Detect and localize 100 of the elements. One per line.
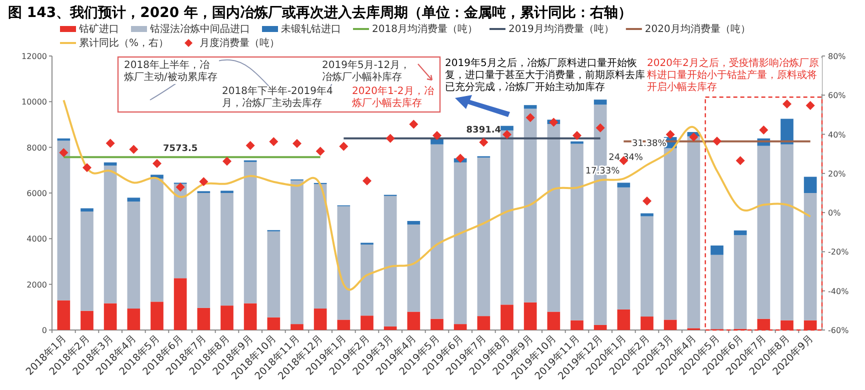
bar — [197, 193, 210, 308]
annotation: 2020年1-2月，冶炼厂小幅去库存 — [352, 86, 436, 110]
y2-tick-label: 0% — [828, 208, 842, 218]
bar — [687, 136, 700, 328]
bar — [500, 126, 514, 130]
bar — [150, 178, 164, 302]
annotation: 2020年2月之后，受疫情影响冶炼厂原料进口量开始小于钴盐产量，原料或将开启小幅去库存 — [647, 58, 822, 94]
bar — [127, 198, 140, 202]
bar — [80, 208, 94, 212]
y-tick-label: 8000 — [26, 143, 47, 152]
y2-tick-label: 60% — [828, 91, 846, 100]
point — [642, 196, 652, 206]
bar — [244, 162, 257, 304]
bar — [127, 202, 140, 309]
bar — [267, 317, 280, 330]
bar — [360, 244, 374, 316]
point — [386, 134, 395, 143]
point — [759, 125, 768, 134]
bar — [547, 124, 560, 312]
bar — [477, 158, 490, 316]
point — [82, 163, 92, 172]
y2-tick-label: -60% — [828, 326, 850, 335]
bar — [524, 105, 537, 109]
bar — [314, 308, 327, 330]
point — [806, 101, 815, 110]
bar — [407, 224, 420, 312]
bar — [804, 176, 817, 193]
bar — [757, 318, 770, 330]
y-tick-label: 0 — [42, 326, 47, 335]
bar — [290, 180, 304, 324]
point — [152, 159, 162, 168]
bar — [454, 324, 467, 330]
y2-tick-label: 40% — [828, 130, 846, 140]
point — [782, 99, 792, 108]
bar — [664, 148, 677, 320]
bar — [104, 303, 117, 330]
y2-tick-label: -20% — [828, 248, 850, 257]
bar — [804, 320, 817, 330]
data-label: 24.34% — [608, 152, 644, 163]
chart-title: 图 143、我们预计，2020 年，国内冶炼厂或再次进入去库周期（单位：金属吨，累计同比：右轴） — [8, 4, 632, 21]
bar — [104, 166, 117, 304]
bar — [290, 324, 304, 330]
bar — [80, 211, 94, 311]
legend-label: 累计同比（%，右） — [79, 37, 169, 49]
bar — [640, 316, 654, 330]
point — [199, 177, 208, 186]
point — [572, 130, 582, 140]
bar — [640, 216, 654, 317]
bar — [407, 220, 420, 225]
y-tick-label: 12000 — [22, 52, 47, 61]
bar — [384, 196, 397, 326]
point — [292, 138, 302, 148]
y2-tick-label: 80% — [828, 52, 846, 61]
point — [689, 132, 698, 142]
point — [479, 138, 488, 147]
bar — [594, 324, 607, 330]
bar — [547, 312, 560, 330]
point — [549, 118, 558, 127]
point — [666, 130, 675, 140]
bar — [617, 182, 630, 188]
point — [176, 182, 185, 192]
point — [526, 113, 535, 122]
legend-label: 月度消费量（吨） — [200, 37, 280, 49]
bar — [174, 184, 187, 278]
point — [316, 146, 325, 156]
bar — [407, 312, 420, 330]
point — [432, 130, 442, 140]
bar — [430, 144, 444, 319]
y-tick-label: 6000 — [26, 189, 47, 198]
bar — [664, 320, 677, 330]
bar — [127, 308, 140, 330]
bar — [570, 141, 584, 144]
y-tick-label: 4000 — [26, 234, 47, 244]
point — [736, 156, 745, 166]
bar — [80, 310, 94, 330]
point — [106, 138, 115, 148]
bar — [780, 118, 794, 144]
bar — [337, 206, 350, 320]
bar — [780, 320, 794, 330]
point — [596, 123, 605, 132]
annotation: 7573.5 — [162, 144, 198, 154]
bar — [734, 230, 747, 236]
point — [409, 120, 418, 129]
bar — [757, 146, 770, 319]
bar — [174, 278, 187, 330]
bar — [640, 213, 654, 216]
bar — [150, 302, 164, 330]
bar — [57, 140, 70, 300]
bar — [734, 235, 747, 329]
annotation: 2019年5月-12月，冶炼厂小幅补库存 — [322, 60, 417, 84]
annotation: 8391.4 — [466, 125, 502, 136]
legend-label: 2019月均消费量（吨） — [508, 23, 614, 35]
bar — [570, 320, 584, 330]
y-tick-label: 10000 — [22, 98, 47, 107]
y2-tick-label: -40% — [828, 286, 850, 296]
bar — [780, 144, 794, 320]
bar — [454, 162, 467, 324]
bar — [57, 300, 70, 330]
bar — [360, 316, 374, 330]
bar — [804, 193, 817, 320]
